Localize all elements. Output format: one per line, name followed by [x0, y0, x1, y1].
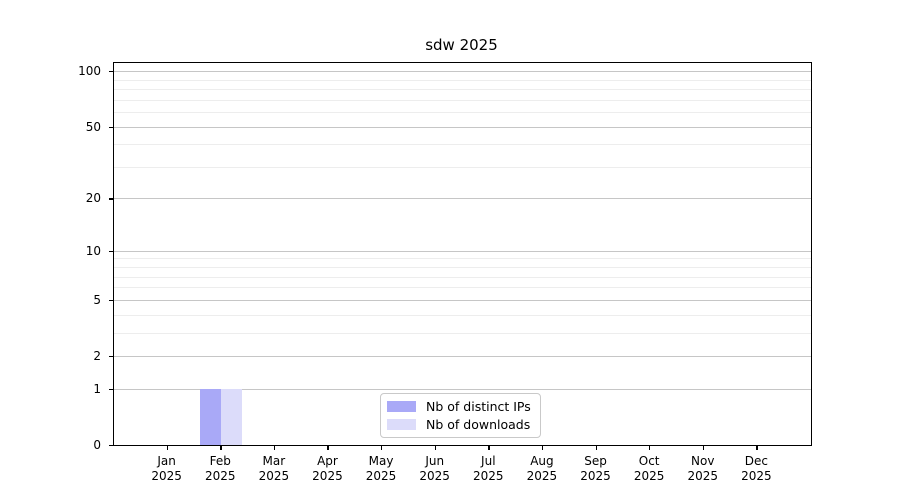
y-tick-label-2: 2: [93, 349, 101, 363]
x-tick-year: 2025: [580, 469, 611, 483]
minor-gridline-7: [114, 276, 811, 278]
x-tick-year: 2025: [687, 469, 719, 483]
x-tick-label-oct: Oct 2025: [619, 454, 679, 484]
y-tick-0: [109, 445, 114, 447]
x-tick-month: Oct: [638, 454, 660, 468]
x-tick-month: Dec: [744, 454, 768, 468]
x-tick-year: 2025: [473, 469, 504, 483]
x-tick-label-may: May 2025: [351, 454, 411, 484]
legend-label-distinct-ips: Nb of distinct IPs: [426, 399, 531, 414]
x-tick-month: May: [368, 454, 394, 468]
x-tick-month: Mar: [262, 454, 286, 468]
y-tick-label-10: 10: [85, 243, 101, 258]
major-gridline-2: [114, 356, 811, 357]
x-tick-jun: [434, 445, 436, 450]
x-tick-year: 2025: [633, 469, 665, 483]
y-tick-label-100: 100: [78, 64, 101, 79]
major-gridline-20: [114, 198, 811, 200]
minor-gridline-60: [114, 112, 811, 113]
y-tick-label-0: 0: [93, 438, 101, 452]
y-tick-100: [109, 71, 114, 73]
minor-gridline-90: [114, 79, 811, 81]
minor-gridline-9: [114, 258, 811, 260]
x-tick-year: 2025: [419, 469, 450, 483]
x-tick-month: Aug: [530, 454, 554, 468]
minor-gridline-4: [114, 314, 811, 316]
plot-area: Nb of distinct IPs Nb of downloads: [113, 62, 812, 446]
legend-item-distinct-ips: Nb of distinct IPs: [387, 399, 531, 414]
x-tick-label-dec: Dec 2025: [726, 454, 786, 484]
minor-gridline-3: [114, 332, 811, 334]
x-tick-label-feb: Feb 2025: [190, 454, 250, 484]
x-tick-sep: [595, 445, 597, 450]
x-tick-month: Jun: [425, 454, 445, 468]
x-tick-month: Feb: [209, 454, 231, 468]
x-tick-year: 2025: [526, 469, 558, 483]
y-tick-10: [109, 250, 114, 253]
minor-gridline-80: [114, 89, 811, 91]
x-tick-label-jan: Jan 2025: [137, 454, 197, 484]
x-tick-apr: [327, 445, 329, 450]
x-tick-month: Jul: [481, 454, 496, 468]
x-tick-year: 2025: [204, 469, 236, 483]
major-gridline-5: [114, 299, 811, 301]
x-tick-aug: [541, 445, 544, 450]
x-tick-month: Apr: [317, 454, 338, 468]
minor-gridline-40: [114, 144, 811, 146]
legend: Nb of distinct IPs Nb of downloads: [380, 393, 541, 438]
x-tick-year: 2025: [312, 469, 343, 483]
x-tick-label-jul: Jul 2025: [458, 454, 518, 484]
legend-swatch-distinct-ips: [387, 401, 416, 412]
x-tick-may: [381, 445, 383, 450]
x-tick-label-nov: Nov 2025: [673, 454, 733, 484]
minor-gridline-6: [114, 287, 811, 289]
y-tick-2: [109, 356, 114, 358]
x-tick-jan: [166, 445, 168, 450]
major-gridline-10: [114, 250, 811, 252]
minor-gridline-8: [114, 267, 811, 269]
x-tick-year: 2025: [258, 469, 290, 483]
y-tick-5: [109, 299, 114, 302]
major-gridline-1: [114, 388, 811, 390]
x-tick-label-jun: Jun 2025: [405, 454, 465, 484]
legend-swatch-downloads: [387, 419, 416, 430]
minor-gridline-30: [114, 166, 811, 168]
y-tick-1: [109, 388, 114, 391]
x-tick-label-mar: Mar 2025: [244, 454, 304, 484]
x-tick-month: Jan: [157, 454, 176, 468]
x-tick-label-apr: Apr 2025: [297, 454, 357, 484]
y-tick-label-5: 5: [93, 292, 101, 307]
y-tick-label-1: 1: [93, 381, 101, 396]
x-tick-year: 2025: [365, 469, 397, 483]
y-tick-label-50: 50: [85, 119, 101, 134]
bar-distinct-ips-feb: [200, 388, 222, 445]
x-tick-month: Sep: [584, 454, 607, 468]
x-tick-oct: [649, 445, 651, 450]
x-tick-jul: [488, 445, 490, 450]
x-tick-label-sep: Sep 2025: [566, 454, 626, 484]
x-tick-year: 2025: [151, 469, 182, 483]
x-tick-feb: [220, 445, 222, 450]
legend-item-downloads: Nb of downloads: [387, 417, 531, 432]
minor-gridline-70: [114, 99, 811, 101]
bar-downloads-feb: [221, 388, 243, 445]
legend-label-downloads: Nb of downloads: [426, 417, 531, 432]
major-gridline-100: [114, 71, 811, 73]
x-tick-dec: [756, 445, 758, 450]
y-tick-label-20: 20: [85, 191, 101, 206]
x-tick-mar: [273, 445, 276, 450]
chart-title: sdw 2025: [425, 36, 498, 54]
x-tick-year: 2025: [741, 469, 772, 483]
x-tick-month: Nov: [691, 454, 715, 468]
x-tick-label-aug: Aug 2025: [512, 454, 572, 484]
y-tick-50: [109, 126, 114, 128]
major-gridline-50: [114, 126, 811, 128]
y-tick-20: [109, 198, 114, 200]
x-tick-nov: [702, 445, 705, 450]
